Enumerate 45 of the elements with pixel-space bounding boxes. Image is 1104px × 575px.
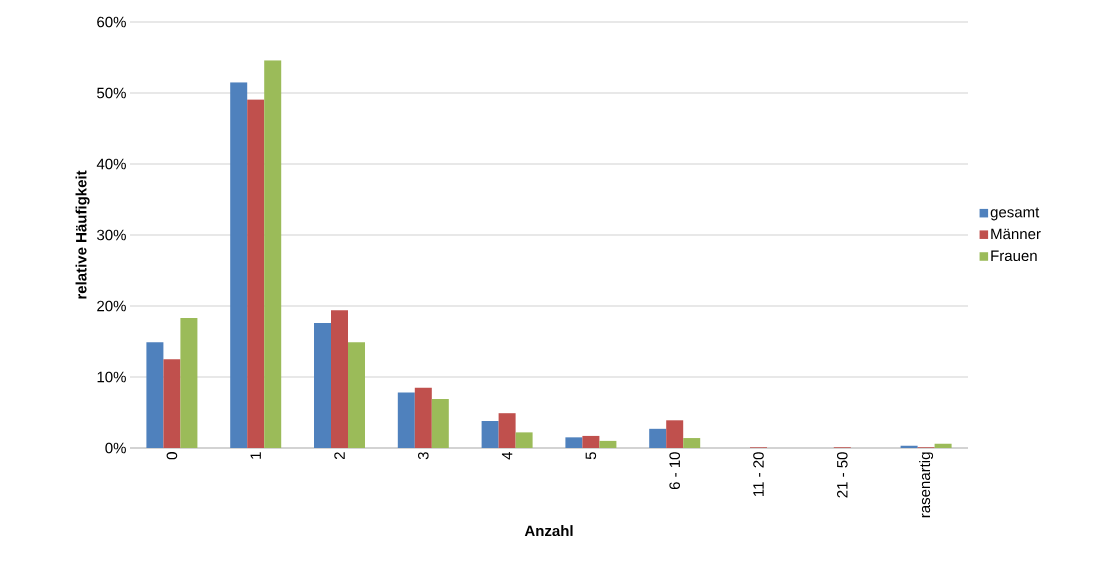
y-tick-label: 50% [97, 87, 126, 99]
bar [481, 421, 499, 448]
x-axis-title: Anzahl [524, 525, 573, 537]
x-tick-label: 11 - 20 [753, 452, 764, 496]
bar [582, 435, 600, 448]
x-tick-label: rasenartig [919, 452, 934, 518]
bar [498, 413, 516, 448]
bar [565, 437, 583, 448]
x-tick-label: 1 [250, 452, 261, 459]
bar [431, 399, 449, 448]
x-tick-label: 4 [501, 451, 513, 460]
y-tick-label: 30% [97, 229, 126, 241]
legend-label: Männer [991, 228, 1041, 240]
y-tick-label: 20% [97, 300, 126, 312]
x-tick-label: 5 [585, 452, 597, 460]
bar [649, 428, 667, 448]
legend-label: Frauen [991, 250, 1037, 262]
bar [180, 318, 198, 448]
bar [331, 310, 349, 448]
y-tick-label: 0% [105, 442, 126, 454]
bar [264, 60, 282, 448]
bar [934, 443, 952, 448]
x-tick-label: 0 [166, 452, 178, 460]
bar [348, 342, 366, 448]
x-tick-label: 6 - 10 [669, 452, 680, 490]
x-tick-label: 2 [334, 452, 345, 460]
bar [515, 432, 533, 448]
x-tick-label: 3 [417, 452, 429, 460]
bar [230, 82, 248, 448]
bar [314, 323, 332, 448]
bar [683, 438, 701, 448]
bar [599, 440, 617, 448]
y-axis-title: relative Häufigkeit [75, 170, 90, 299]
bar [247, 99, 265, 448]
y-tick-label: 60% [97, 16, 126, 28]
y-tick-label: 10% [97, 371, 126, 383]
bar [397, 392, 415, 448]
bar [414, 387, 432, 448]
bar [900, 445, 918, 448]
y-tick-label: 40% [96, 158, 126, 170]
bar [666, 420, 684, 448]
legend-label: gesamt [990, 207, 1040, 221]
x-tick-label: 21 - 50 [836, 452, 848, 498]
bar [163, 359, 181, 448]
bar [146, 342, 164, 448]
